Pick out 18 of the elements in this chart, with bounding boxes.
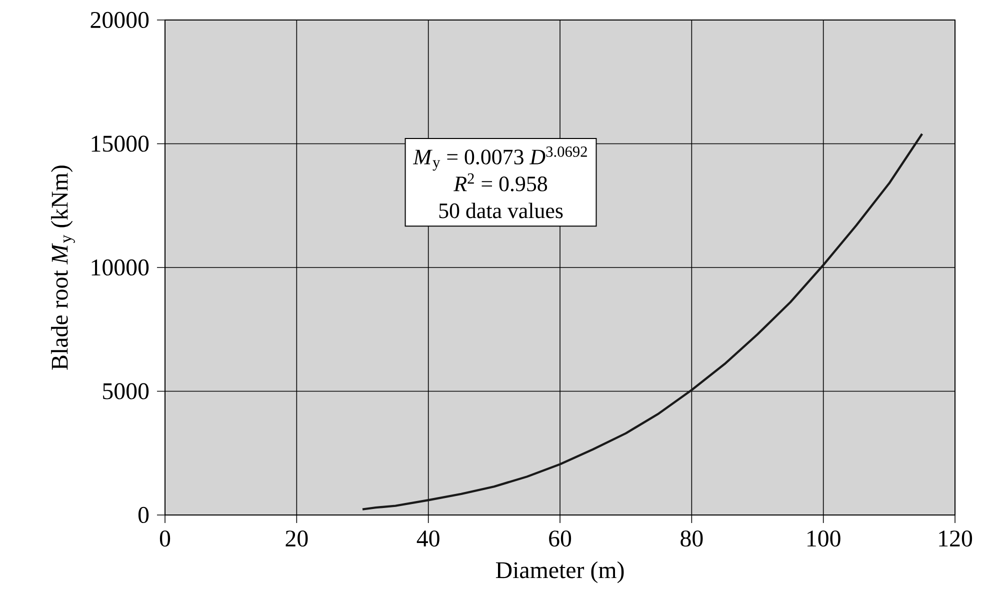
annotation: M$_{y}$ = 0.0073 D$^{3.0692}$ <box>413 146 587 171</box>
y-tick-label: 20000 <box>90 12 149 28</box>
x-axis-title: Diameter (m) <box>496 561 624 584</box>
y-tick-label: 5000 <box>103 383 149 400</box>
x-tick-label: 20 <box>286 530 308 547</box>
y-axis-title: Blade root M$_{y}$ (kNm) <box>50 166 75 370</box>
x-tick-label: 0 <box>160 530 170 547</box>
annotation: 50 data values <box>439 202 563 218</box>
y-tick-label: 10000 <box>92 259 149 276</box>
x-tick-label: 100 <box>808 530 840 547</box>
line-series <box>361 132 924 510</box>
annotation: R$^{2}$ = 0.958 <box>454 173 548 192</box>
y-tick-label: 15000 <box>92 136 149 152</box>
x-tick-label: 40 <box>416 530 440 547</box>
x-tick-label: 60 <box>549 530 572 547</box>
y-tick-label: 0 <box>138 506 149 524</box>
x-tick-label: 80 <box>680 530 703 547</box>
x-tick-label: 120 <box>939 530 972 547</box>
